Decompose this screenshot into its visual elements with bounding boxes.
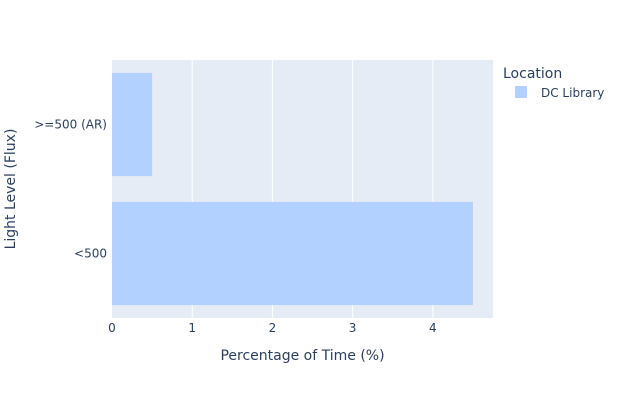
legend-swatch[interactable] bbox=[515, 86, 527, 98]
x-axis-title: Percentage of Time (%) bbox=[220, 348, 384, 364]
y-tick-label: <500 bbox=[74, 247, 107, 261]
y-axis-ticks: >=500 (AR) <500 bbox=[34, 118, 107, 261]
legend: Location DC Library bbox=[503, 66, 604, 100]
bars bbox=[112, 72, 473, 306]
y-tick-label: >=500 (AR) bbox=[34, 118, 107, 132]
y-axis-title: Light Level (Flux) bbox=[3, 129, 19, 250]
x-axis-ticks: 0 1 2 3 4 bbox=[108, 321, 436, 335]
x-tick-label: 2 bbox=[269, 321, 277, 335]
bar[interactable] bbox=[112, 72, 153, 177]
legend-item-label[interactable]: DC Library bbox=[541, 86, 604, 100]
x-tick-label: 0 bbox=[108, 321, 116, 335]
bar[interactable] bbox=[112, 201, 473, 306]
x-tick-label: 1 bbox=[188, 321, 196, 335]
x-tick-label: 4 bbox=[429, 321, 437, 335]
x-tick-label: 3 bbox=[349, 321, 357, 335]
legend-title: Location bbox=[503, 66, 562, 82]
